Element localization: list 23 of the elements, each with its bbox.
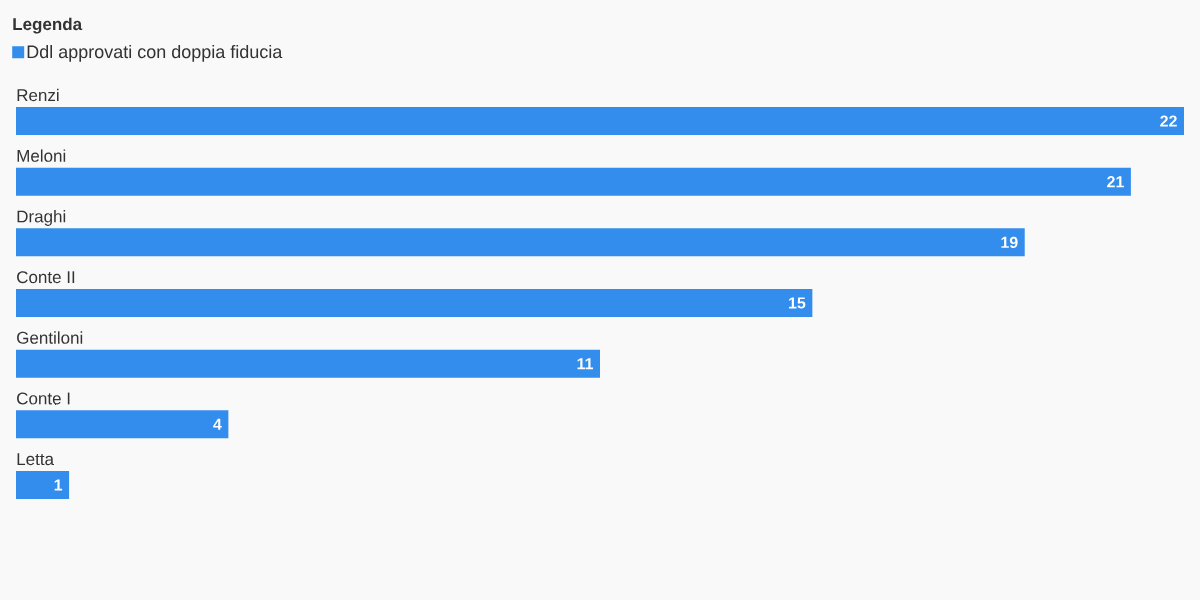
data-label: 22	[1160, 115, 1177, 127]
legend-label: Ddl approvati con doppia fiducia	[27, 44, 283, 62]
y-tick-label: Meloni	[17, 149, 66, 162]
data-label: 11	[577, 358, 594, 370]
legend-title: Legenda	[13, 17, 83, 34]
bar	[16, 470, 70, 499]
data-label: 15	[789, 297, 806, 309]
bar	[16, 349, 600, 378]
y-tick-label: Conte II	[17, 271, 75, 284]
y-tick-label: Renzi	[17, 88, 59, 102]
data-label: 19	[1001, 236, 1018, 249]
y-tick-label: Draghi	[17, 210, 66, 226]
bar	[16, 107, 1184, 136]
data-label: 21	[1107, 176, 1124, 188]
y-tick-label: Conte I	[17, 392, 70, 405]
bar	[16, 289, 813, 317]
y-tick-label: Letta	[17, 453, 55, 466]
bar	[16, 410, 229, 439]
bar	[16, 167, 1131, 196]
y-tick-label: Gentiloni	[17, 331, 83, 344]
data-label: 1	[54, 479, 63, 491]
data-label: 4	[213, 418, 222, 430]
bar	[16, 228, 1025, 257]
